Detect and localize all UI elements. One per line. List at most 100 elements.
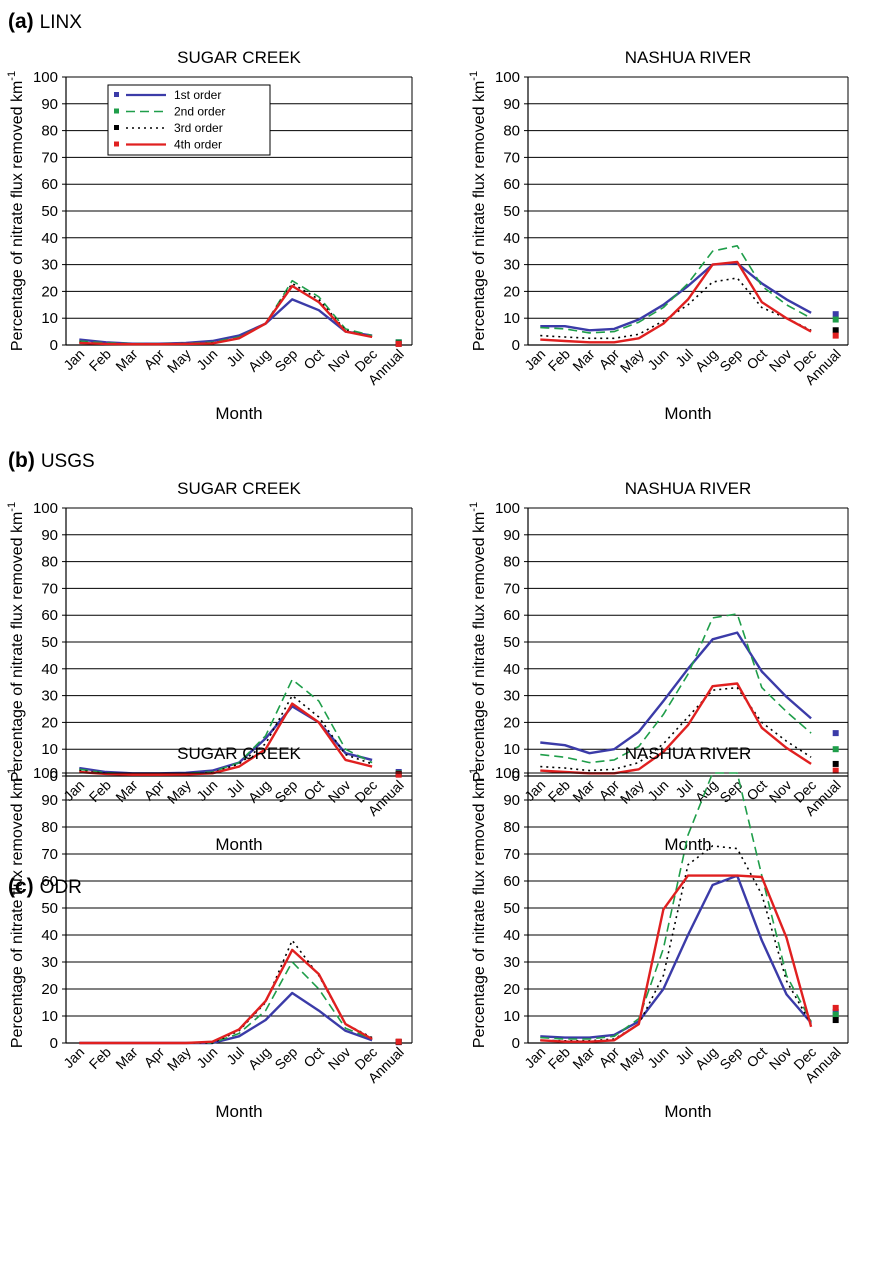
y-tick-label: 30: [41, 954, 58, 971]
y-tick-label: 40: [41, 230, 58, 247]
x-tick-label: Apr: [596, 346, 623, 373]
x-tick-label: Jun: [193, 346, 220, 373]
y-tick-label: 40: [41, 927, 58, 944]
x-tick-label: May: [617, 777, 647, 807]
x-tick-label: Aug: [692, 1044, 721, 1073]
series-line-3: [540, 845, 812, 1042]
panel-c-letter: (c): [8, 875, 34, 898]
x-tick-label: Jan: [60, 1044, 87, 1071]
x-tick-label: Feb: [545, 1044, 574, 1073]
y-axis-label: Percentage of nitrate flux removed km-1: [468, 502, 488, 782]
panel-b-source: USGS: [41, 451, 95, 472]
annual-marker-1: [832, 311, 839, 318]
x-tick-label: Aug: [245, 346, 274, 375]
x-tick-label: Jul: [223, 1044, 247, 1068]
series-line-4: [79, 702, 373, 776]
y-axis-label: Percentage of nitrate flux removed km-1: [6, 71, 26, 351]
series-line-2: [540, 245, 812, 334]
series-line-4: [540, 874, 813, 1043]
y-axis-label-superscript: -1: [6, 768, 18, 778]
y-tick-label: 0: [512, 768, 520, 785]
x-tick-label: Nov: [766, 346, 795, 375]
x-tick-label: Jan: [521, 1044, 548, 1071]
x-tick-label: Mar: [569, 346, 598, 375]
x-tick-label: Jun: [644, 1044, 671, 1071]
chart-title: NASHUA RIVER: [625, 479, 752, 498]
x-tick-label: May: [164, 1044, 194, 1074]
x-axis-label: Month: [215, 835, 262, 854]
y-axis-label-superscript: -1: [6, 71, 18, 81]
y-tick-label: 40: [503, 927, 520, 944]
series-line-1: [79, 298, 373, 345]
annual-marker-3: [832, 1017, 839, 1024]
y-tick-label: 30: [503, 954, 520, 971]
y-tick-label: 50: [41, 900, 58, 917]
y-tick-label: 0: [512, 1035, 520, 1052]
x-tick-label: Jan: [60, 346, 87, 373]
x-tick-label: Apr: [141, 777, 168, 804]
series-line-1: [540, 262, 812, 332]
x-tick-label: Mar: [112, 1044, 141, 1073]
annual-marker-2: [832, 316, 839, 323]
x-tick-label: Jun: [644, 346, 671, 373]
panel-a-letter: (a): [8, 10, 34, 33]
y-tick-label: 60: [41, 607, 58, 624]
chart-3: SUGAR CREEK0102030405060708090100JanFebM…: [6, 479, 413, 854]
x-tick-label: May: [617, 346, 647, 376]
x-tick-label: Feb: [86, 346, 115, 375]
y-tick-label: 20: [41, 714, 58, 731]
y-tick-label: 100: [33, 765, 58, 782]
x-tick-label: Feb: [86, 777, 115, 806]
chart-title: SUGAR CREEK: [177, 48, 301, 67]
y-tick-label: 80: [503, 554, 520, 571]
y-axis-label-text: Percentage of nitrate flux removed km: [9, 81, 26, 351]
y-tick-label: 70: [41, 580, 58, 597]
x-tick-label: Sep: [271, 777, 300, 806]
y-tick-label: 90: [41, 527, 58, 544]
x-tick-label: Feb: [86, 1044, 115, 1073]
series-line-2: [540, 772, 812, 1040]
x-tick-label: Jul: [672, 1044, 696, 1068]
y-tick-label: 50: [41, 203, 58, 220]
x-tick-label: Feb: [545, 346, 574, 375]
y-tick-label: 80: [41, 554, 58, 571]
legend-marker: [114, 92, 119, 97]
x-tick-label: Nov: [766, 1044, 795, 1073]
y-tick-label: 100: [33, 500, 58, 517]
y-tick-label: 0: [50, 768, 58, 785]
y-tick-label: 0: [50, 1035, 58, 1052]
chart-title: SUGAR CREEK: [177, 744, 301, 763]
y-tick-label: 40: [503, 661, 520, 678]
series-line-4: [79, 948, 373, 1045]
legend-label: 2nd order: [174, 105, 225, 119]
y-tick-label: 60: [503, 873, 520, 890]
chart-title: NASHUA RIVER: [625, 744, 752, 763]
legend-marker: [114, 125, 119, 130]
y-axis-label: Percentage of nitrate flux removed km-1: [6, 768, 26, 1048]
x-tick-label: Oct: [300, 1044, 327, 1071]
x-tick-label: Jul: [672, 777, 696, 801]
chart-title: SUGAR CREEK: [177, 479, 301, 498]
annual-marker-4: [395, 1038, 402, 1045]
y-tick-label: 50: [503, 900, 520, 917]
chart-2: NASHUA RIVER 0 10 20 30 40 50 60 70 80 90 100 JanFeb…: [468, 48, 849, 423]
y-axis-label-text: Percentage of nitrate flux removed km: [471, 81, 488, 351]
y-axis-label: Percentage of nitrate flux removed km-1: [468, 71, 488, 351]
annual-marker-4: [832, 767, 839, 774]
x-tick-label: Jun: [193, 1044, 220, 1071]
y-tick-label: 10: [41, 310, 58, 327]
annual-marker-3: [832, 327, 839, 334]
x-axis-label: Month: [215, 404, 262, 423]
x-tick-label: Jul: [223, 777, 247, 801]
y-tick-label: 50: [503, 203, 520, 220]
x-tick-label: Aug: [245, 1044, 274, 1073]
series-line-2: [79, 961, 373, 1044]
y-tick-label: 10: [41, 741, 58, 758]
annual-marker-1: [832, 730, 839, 737]
x-axis-label: Month: [664, 404, 711, 423]
x-tick-label: Sep: [716, 777, 745, 806]
y-tick-label: 70: [503, 580, 520, 597]
y-tick-label: 100: [495, 69, 520, 86]
y-tick-label: 100: [495, 765, 520, 782]
y-tick-label: 40: [41, 661, 58, 678]
